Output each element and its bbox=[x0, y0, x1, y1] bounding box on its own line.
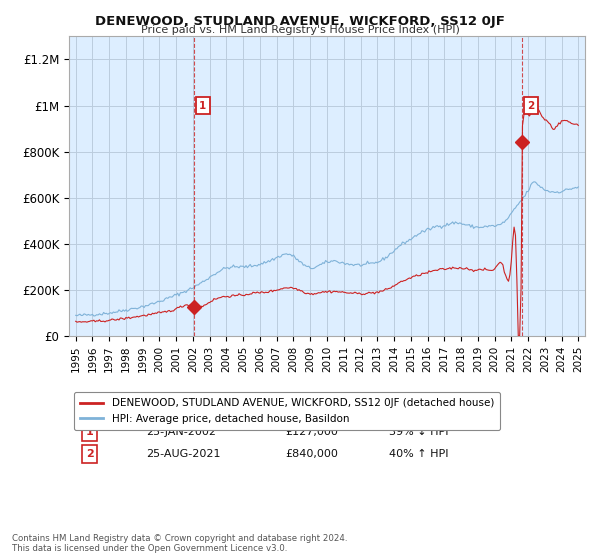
Text: 39% ↓ HPI: 39% ↓ HPI bbox=[389, 427, 448, 437]
Text: 1: 1 bbox=[86, 427, 94, 437]
Text: 25-AUG-2021: 25-AUG-2021 bbox=[146, 449, 221, 459]
Legend: DENEWOOD, STUDLAND AVENUE, WICKFORD, SS12 0JF (detached house), HPI: Average pri: DENEWOOD, STUDLAND AVENUE, WICKFORD, SS1… bbox=[74, 392, 500, 430]
Text: £840,000: £840,000 bbox=[286, 449, 338, 459]
Text: DENEWOOD, STUDLAND AVENUE, WICKFORD, SS12 0JF: DENEWOOD, STUDLAND AVENUE, WICKFORD, SS1… bbox=[95, 15, 505, 27]
Text: 1: 1 bbox=[199, 101, 206, 110]
Text: 40% ↑ HPI: 40% ↑ HPI bbox=[389, 449, 448, 459]
Text: Price paid vs. HM Land Registry's House Price Index (HPI): Price paid vs. HM Land Registry's House … bbox=[140, 25, 460, 35]
Text: Contains HM Land Registry data © Crown copyright and database right 2024.
This d: Contains HM Land Registry data © Crown c… bbox=[12, 534, 347, 553]
Text: 2: 2 bbox=[527, 101, 535, 110]
Text: £127,000: £127,000 bbox=[286, 427, 338, 437]
Text: 25-JAN-2002: 25-JAN-2002 bbox=[146, 427, 217, 437]
Text: 2: 2 bbox=[86, 449, 94, 459]
